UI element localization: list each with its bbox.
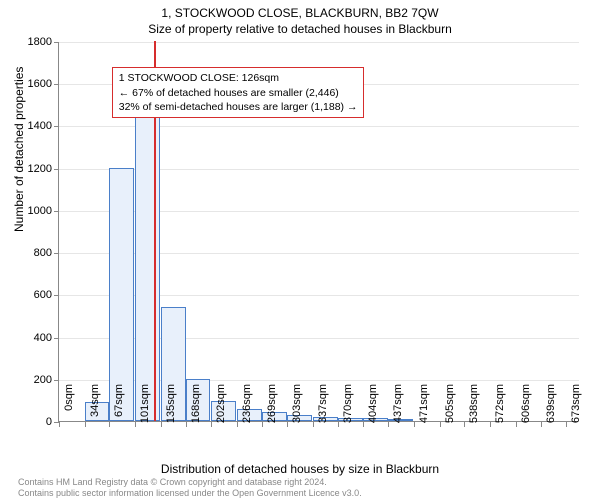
ytick-mark <box>54 380 59 381</box>
xtick-mark <box>59 422 60 427</box>
ytick-label: 1600 <box>28 78 52 90</box>
xtick-mark <box>262 422 263 427</box>
xtick-label: 404sqm <box>367 384 379 428</box>
x-axis-label: Distribution of detached houses by size … <box>0 462 600 476</box>
xtick-label: 437sqm <box>392 384 404 428</box>
xtick-label: 572sqm <box>494 384 506 428</box>
ytick-mark <box>54 253 59 254</box>
ytick-mark <box>54 338 59 339</box>
xtick-label: 168sqm <box>190 384 202 428</box>
xtick-label: 67sqm <box>113 384 125 428</box>
ytick-mark <box>54 211 59 212</box>
xtick-label: 606sqm <box>520 384 532 428</box>
ytick-mark <box>54 295 59 296</box>
xtick-mark <box>186 422 187 427</box>
xtick-mark <box>161 422 162 427</box>
xtick-label: 269sqm <box>266 384 278 428</box>
ytick-mark <box>54 169 59 170</box>
info-box: 1 STOCKWOOD CLOSE: 126sqm← 67% of detach… <box>112 67 365 118</box>
ytick-label: 1400 <box>28 120 52 132</box>
xtick-mark <box>211 422 212 427</box>
page-title-sub: Size of property relative to detached ho… <box>0 20 600 36</box>
ytick-label: 1800 <box>28 36 52 48</box>
xtick-mark <box>313 422 314 427</box>
xtick-label: 202sqm <box>215 384 227 428</box>
xtick-mark <box>135 422 136 427</box>
ytick-label: 600 <box>34 289 52 301</box>
ytick-mark <box>54 126 59 127</box>
xtick-mark <box>388 422 389 427</box>
xtick-mark <box>85 422 86 427</box>
ytick-label: 0 <box>46 416 52 428</box>
ytick-label: 1000 <box>28 205 52 217</box>
xtick-mark <box>566 422 567 427</box>
xtick-mark <box>541 422 542 427</box>
info-box-line2: ← 67% of detached houses are smaller (2,… <box>119 86 358 100</box>
footer-attribution: Contains HM Land Registry data © Crown c… <box>18 477 362 498</box>
xtick-label: 34sqm <box>89 384 101 428</box>
xtick-label: 538sqm <box>468 384 480 428</box>
xtick-mark <box>440 422 441 427</box>
xtick-label: 673sqm <box>570 384 582 428</box>
xtick-label: 471sqm <box>418 384 430 428</box>
xtick-mark <box>338 422 339 427</box>
gridline <box>59 42 579 43</box>
ytick-mark <box>54 42 59 43</box>
xtick-label: 303sqm <box>291 384 303 428</box>
xtick-mark <box>464 422 465 427</box>
info-box-line3: 32% of semi-detached houses are larger (… <box>119 100 358 114</box>
histogram-chart: 0200400600800100012001400160018000sqm34s… <box>58 42 578 422</box>
xtick-mark <box>109 422 110 427</box>
footer-line1: Contains HM Land Registry data © Crown c… <box>18 477 362 487</box>
xtick-label: 639sqm <box>545 384 557 428</box>
xtick-label: 0sqm <box>63 384 75 428</box>
footer-line2: Contains public sector information licen… <box>18 488 362 498</box>
y-axis-label: Number of detached properties <box>12 67 26 232</box>
ytick-label: 800 <box>34 247 52 259</box>
xtick-label: 505sqm <box>444 384 456 428</box>
info-box-line1: 1 STOCKWOOD CLOSE: 126sqm <box>119 71 358 85</box>
xtick-label: 236sqm <box>241 384 253 428</box>
xtick-mark <box>490 422 491 427</box>
xtick-mark <box>414 422 415 427</box>
ytick-label: 1200 <box>28 163 52 175</box>
ytick-mark <box>54 84 59 85</box>
xtick-label: 101sqm <box>139 384 151 428</box>
xtick-mark <box>363 422 364 427</box>
ytick-label: 200 <box>34 374 52 386</box>
histogram-bar <box>135 111 160 421</box>
xtick-label: 337sqm <box>317 384 329 428</box>
xtick-label: 370sqm <box>342 384 354 428</box>
plot-area: 0200400600800100012001400160018000sqm34s… <box>58 42 578 422</box>
xtick-mark <box>516 422 517 427</box>
xtick-mark <box>287 422 288 427</box>
histogram-bar <box>109 168 134 421</box>
page-title-address: 1, STOCKWOOD CLOSE, BLACKBURN, BB2 7QW <box>0 0 600 20</box>
xtick-mark <box>237 422 238 427</box>
ytick-label: 400 <box>34 332 52 344</box>
xtick-label: 135sqm <box>165 384 177 428</box>
